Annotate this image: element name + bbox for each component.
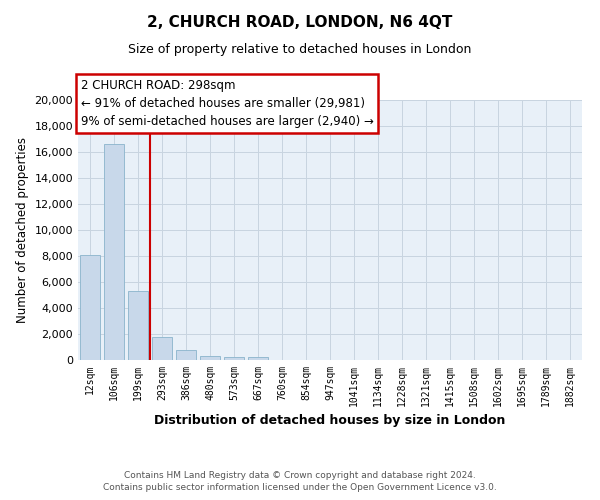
Text: 2 CHURCH ROAD: 298sqm
← 91% of detached houses are smaller (29,981)
9% of semi-d: 2 CHURCH ROAD: 298sqm ← 91% of detached …	[80, 79, 373, 128]
Bar	[152, 337, 172, 360]
Bar	[176, 350, 196, 360]
Bar	[104, 144, 124, 360]
Y-axis label: Number of detached properties: Number of detached properties	[16, 137, 29, 323]
Bar	[200, 356, 220, 360]
Bar	[80, 254, 100, 360]
Text: Contains HM Land Registry data © Crown copyright and database right 2024.: Contains HM Land Registry data © Crown c…	[124, 471, 476, 480]
Bar	[128, 291, 148, 360]
Text: Size of property relative to detached houses in London: Size of property relative to detached ho…	[128, 42, 472, 56]
Bar	[248, 357, 268, 360]
Text: 2, CHURCH ROAD, LONDON, N6 4QT: 2, CHURCH ROAD, LONDON, N6 4QT	[148, 15, 452, 30]
X-axis label: Distribution of detached houses by size in London: Distribution of detached houses by size …	[154, 414, 506, 428]
Text: Contains public sector information licensed under the Open Government Licence v3: Contains public sector information licen…	[103, 484, 497, 492]
Bar	[224, 357, 244, 360]
